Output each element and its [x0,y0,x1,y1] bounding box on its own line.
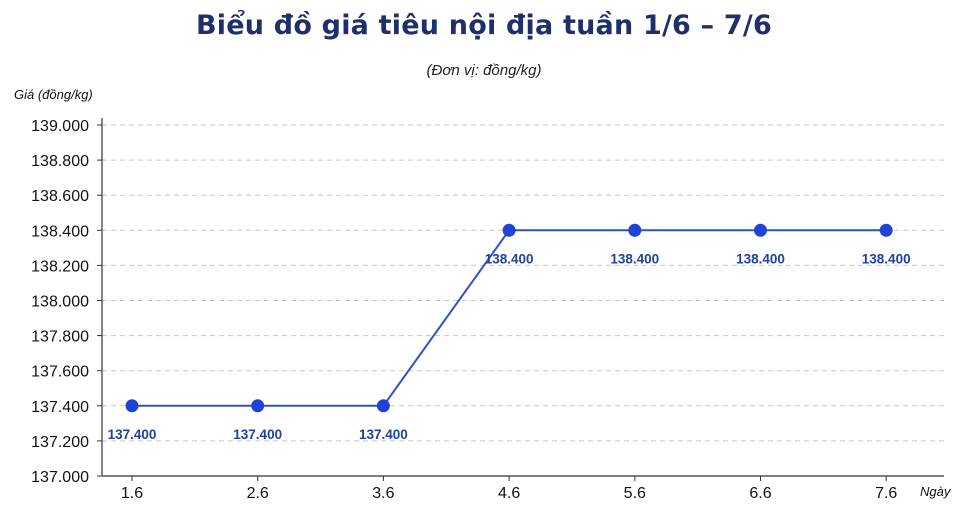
x-tick-label: 7.6 [875,485,897,502]
data-labels: 137.400 137.400 137.400 138.400 138.400 138.4… [108,251,911,442]
y-tick-label: 138.200 [31,258,89,275]
x-tick-label: 4.6 [498,485,520,502]
y-axis-title: Giá (đồng/kg) [14,87,93,102]
data-label: 137.400 [108,427,157,442]
data-point [376,399,390,413]
data-label: 138.400 [485,251,534,266]
y-tick-label: 137.600 [31,364,89,381]
x-tick-label: 1.6 [121,485,143,502]
data-label: 138.400 [736,251,785,266]
y-tick-label: 137.000 [31,469,89,486]
y-tick-label: 138.000 [31,294,89,311]
data-label: 138.400 [610,251,659,266]
y-tick-label: 138.600 [31,188,89,205]
y-tick-label: 137.200 [31,434,89,451]
axes [101,118,944,477]
x-tick-label: 2.6 [247,485,269,502]
x-tick-label: 6.6 [749,485,771,502]
gridlines [102,124,944,442]
data-point [502,223,516,237]
chart-title: Biểu đồ giá tiêu nội địa tuần 1/6 – 7/6 [196,10,772,41]
data-label: 138.400 [862,251,911,266]
data-point [754,223,767,237]
data-point [251,399,265,413]
y-tick-label: 138.800 [31,153,89,170]
data-label: 137.400 [233,427,282,442]
data-point [125,399,139,413]
x-axis-title: Ngày [920,484,952,499]
data-point [879,223,893,237]
y-tick-label: 137.400 [31,399,89,416]
series [125,223,893,413]
y-tick-label: 138.400 [31,223,89,240]
x-tick-label: 5.6 [624,485,646,502]
x-tick-label: 3.6 [372,485,394,502]
y-tick-label: 139.000 [31,118,89,135]
y-tick-labels: 137.000 137.200 137.400 137.600 137.800 138.0… [31,118,102,486]
data-label: 137.400 [359,427,408,442]
y-tick-label: 137.800 [31,329,89,346]
data-point [628,223,642,237]
x-tick-labels: 1.6 2.6 3.6 4.6 5.6 6.6 7.6 [121,476,897,502]
chart-subtitle: (Đơn vị: đồng/kg) [426,62,542,79]
